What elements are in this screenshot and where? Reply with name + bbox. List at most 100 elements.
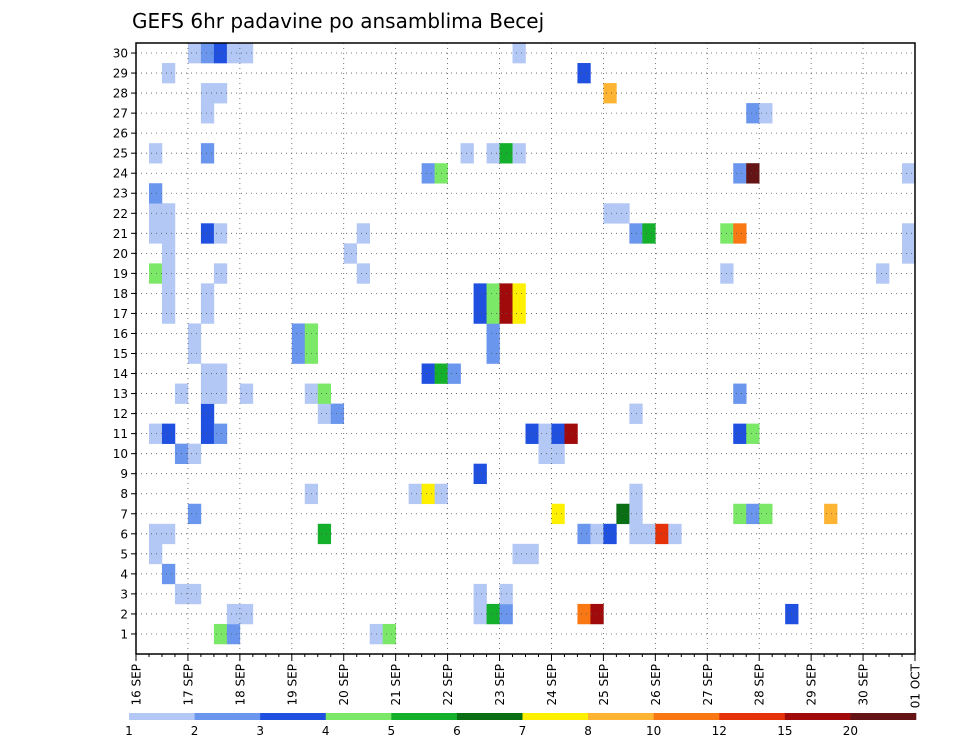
heatmap-cell	[148, 423, 163, 444]
x-tick-label: 20 SEP	[337, 664, 351, 706]
x-tick-label: 18 SEP	[233, 664, 247, 706]
heatmap-cell	[200, 143, 215, 164]
color-legend: 1 2 3 4 5 6 7 8 10 12 15 20	[125, 713, 917, 738]
heatmap-cell	[161, 523, 176, 545]
heatmap-cell	[200, 283, 215, 304]
heatmap-cell	[603, 83, 617, 104]
heatmap-cell	[421, 163, 435, 184]
heatmap-cell	[473, 303, 487, 324]
heatmap-cell	[733, 383, 747, 404]
legend-label: 3	[256, 724, 264, 738]
heatmap-cell	[213, 223, 228, 244]
heatmap-cell	[733, 163, 747, 184]
heatmap-cell	[356, 263, 370, 284]
grid-lines	[136, 43, 915, 654]
legend-swatch	[260, 713, 327, 720]
heatmap-cell	[759, 103, 773, 124]
legend-label: 8	[584, 724, 592, 738]
legend-swatch	[325, 713, 392, 720]
x-tick-label: 27 SEP	[701, 664, 715, 706]
heatmap-cell	[473, 603, 487, 625]
y-tick-label: 19	[113, 267, 128, 281]
heatmap-cell	[226, 603, 241, 625]
heatmap-cell	[161, 283, 176, 304]
heatmap-cell	[590, 523, 604, 545]
heatmap-cell	[200, 403, 215, 424]
y-tick-label: 20	[113, 247, 128, 261]
x-tick-label: 24 SEP	[545, 664, 559, 706]
heatmap-cell	[161, 423, 176, 444]
heatmap-cell	[746, 103, 760, 124]
heatmap-cell	[551, 423, 565, 444]
heatmap-cell	[551, 503, 565, 525]
heatmap-cell	[213, 83, 228, 104]
heatmap-cell	[746, 503, 760, 525]
heatmap-cell	[577, 523, 591, 545]
heatmap-cell	[668, 523, 682, 545]
heatmap-cell	[902, 163, 916, 184]
heatmap-cell	[902, 223, 916, 244]
heatmap-cell	[187, 343, 202, 364]
heatmap-cell	[512, 283, 526, 304]
heatmap-cell	[733, 223, 747, 244]
heatmap-cell	[473, 283, 487, 304]
heatmap-cell	[317, 383, 332, 404]
heatmap-cell	[876, 263, 890, 284]
heatmap-cell	[187, 583, 202, 605]
y-tick-label: 13	[113, 387, 128, 401]
heatmap-cell	[486, 343, 500, 364]
y-tick-label: 25	[113, 147, 128, 161]
heatmap-cells	[148, 43, 916, 645]
legend-label: 5	[388, 724, 396, 738]
heatmap-cell	[642, 223, 656, 244]
heatmap-cell	[512, 303, 526, 324]
x-tick-label: 01 OCT	[909, 663, 923, 708]
heatmap-cell	[226, 43, 241, 64]
legend-label: 20	[843, 724, 858, 738]
heatmap-cell	[343, 243, 358, 264]
y-tick-label: 21	[113, 227, 128, 241]
y-tick-label: 6	[120, 527, 128, 541]
y-tick-label: 24	[113, 167, 128, 181]
heatmap-cell	[512, 43, 526, 64]
heatmap-cell	[577, 63, 591, 84]
heatmap-cell	[317, 523, 332, 545]
y-tick-label: 11	[113, 427, 128, 441]
heatmap-cell	[200, 383, 215, 404]
heatmap-cell	[486, 283, 500, 304]
heatmap-cell	[148, 203, 163, 224]
legend-label: 1	[125, 724, 133, 738]
y-tick-label: 3	[120, 587, 128, 601]
x-tick-label: 29 SEP	[805, 664, 819, 706]
legend-label: 12	[712, 724, 727, 738]
legend-swatch	[522, 713, 589, 720]
y-tick-label: 1	[120, 627, 128, 641]
legend-swatch	[850, 713, 917, 720]
legend-label: 7	[519, 724, 527, 738]
legend-swatch	[194, 713, 261, 720]
heatmap-cell	[525, 423, 539, 444]
heatmap-cell	[421, 363, 435, 384]
x-tick-label: 25 SEP	[597, 664, 611, 706]
y-tick-label: 29	[113, 67, 128, 81]
heatmap-cell	[486, 303, 500, 324]
x-tick-label: 17 SEP	[181, 664, 195, 706]
heatmap-cell	[291, 323, 306, 344]
heatmap-cell	[421, 483, 435, 505]
legend-swatch	[719, 713, 786, 720]
x-tick-label: 22 SEP	[441, 664, 455, 706]
heatmap-cell	[213, 423, 228, 444]
y-tick-label: 27	[113, 107, 128, 121]
heatmap-cell	[642, 523, 656, 545]
x-tick-label: 19 SEP	[285, 664, 299, 706]
heatmap-cell	[447, 363, 461, 384]
legend-swatch	[129, 713, 195, 720]
heatmap-cell	[486, 603, 500, 625]
y-tick-label: 30	[113, 47, 128, 61]
heatmap-cell	[382, 623, 396, 645]
legend-swatch	[653, 713, 720, 720]
heatmap-cell	[161, 203, 176, 224]
y-tick-label: 9	[120, 467, 128, 481]
heatmap-cell	[616, 203, 630, 224]
heatmap-cell	[525, 543, 539, 565]
